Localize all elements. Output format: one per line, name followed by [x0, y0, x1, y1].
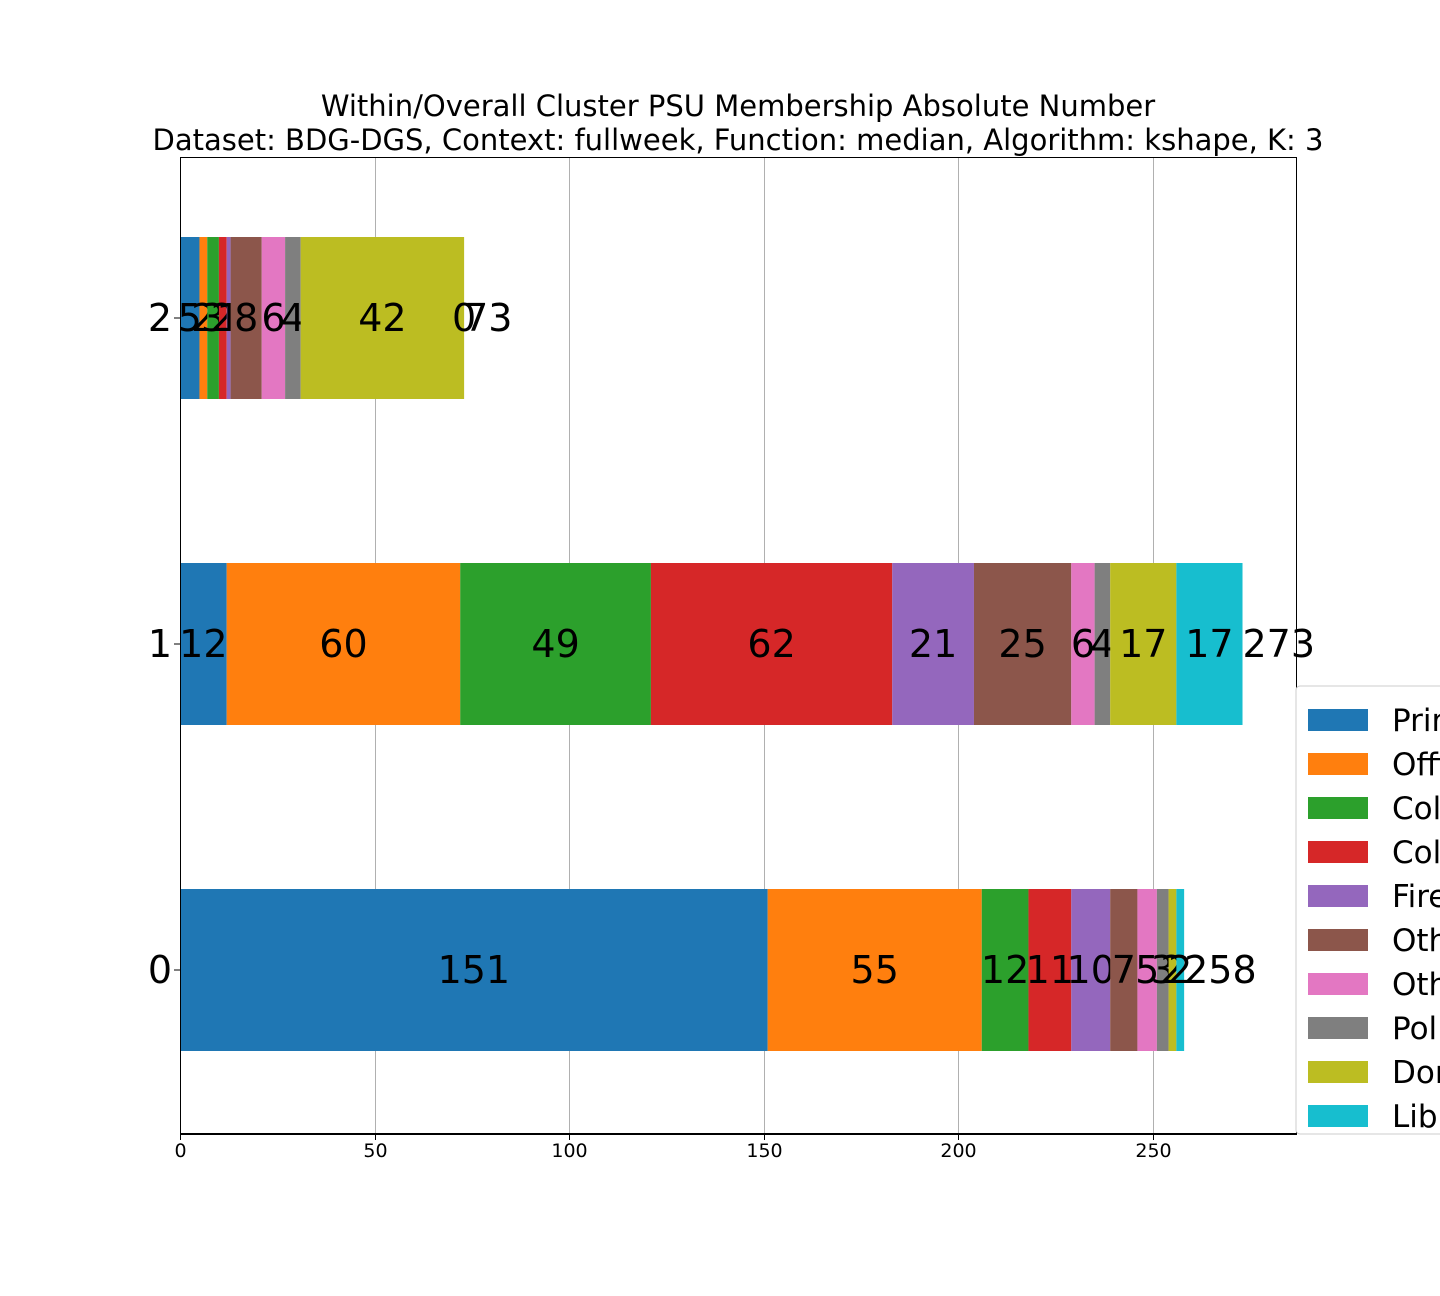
legend-label: Oth [1392, 967, 1440, 1003]
bar-segment [892, 563, 974, 725]
x-tick-label: 100 [551, 1140, 587, 1162]
bar-segment [1137, 889, 1157, 1051]
bar-segment [767, 889, 982, 1051]
legend-swatch [1308, 1105, 1368, 1127]
bar-value-label: 25 [998, 622, 1046, 666]
chart-subtitle: Dataset: BDG-DGS, Context: fullweek, Fun… [153, 123, 1324, 157]
bar-total-label: 273 [1243, 622, 1316, 666]
bar-value-label: 151 [438, 948, 511, 992]
legend: Prim Offi Col Col Fire Oth Oth Poli Dor Libr [1295, 685, 1440, 1135]
bar-segment [230, 237, 262, 399]
x-tick-label: 250 [1135, 1140, 1171, 1162]
bar-segment [300, 237, 465, 399]
bar-segment [1094, 563, 1111, 725]
legend-swatch [1308, 709, 1368, 731]
bar-value-label: 5 [178, 296, 202, 340]
x-tick-label: 200 [940, 1140, 976, 1162]
x-tick-label: 0 [174, 1140, 186, 1162]
bar-value-label: 17 [1119, 622, 1167, 666]
legend-label: Libr [1392, 1099, 1440, 1135]
bar-value-label: 7 [1112, 948, 1136, 992]
bar-segment [226, 563, 461, 725]
legend-swatch [1308, 797, 1368, 819]
bar-segment [199, 237, 208, 399]
bar-segment [1156, 889, 1169, 1051]
bar-value-label: 10 [1067, 948, 1115, 992]
y-tick-label: 0 [148, 948, 172, 992]
bar-segment [1071, 563, 1095, 725]
bar-value-label: 8 [234, 296, 258, 340]
legend-label: Col [1392, 791, 1440, 827]
legend-label: Offi [1392, 747, 1440, 783]
bar-segment [207, 237, 219, 399]
bar-value-label: 21 [909, 622, 957, 666]
bar-segment [180, 237, 200, 399]
legend-swatch [1308, 973, 1368, 995]
bar-value-label: 12 [179, 622, 227, 666]
x-tick-label: 50 [363, 1140, 387, 1162]
bar-value-label: 6 [261, 296, 285, 340]
legend-label: Col [1392, 835, 1440, 871]
bar-value-label: 2 [1168, 948, 1192, 992]
legend-label: Prim [1392, 703, 1440, 739]
legend-swatch [1308, 1017, 1368, 1039]
y-tick-label: 1 [148, 622, 172, 666]
bar-segment [650, 563, 893, 725]
legend-swatch [1308, 753, 1368, 775]
bar-value-label: 62 [747, 622, 795, 666]
legend-label: Poli [1392, 1011, 1440, 1047]
legend-swatch [1308, 885, 1368, 907]
legend-swatch [1308, 929, 1368, 951]
bar-value-label: 0 [452, 296, 476, 340]
bar-value-label: 12 [981, 948, 1029, 992]
bar-value-label: 6 [1071, 622, 1095, 666]
bar-segment [973, 563, 1072, 725]
legend-label: Fire [1392, 879, 1440, 915]
chart-title: Within/Overall Cluster PSU Membership Ab… [321, 89, 1155, 123]
legend-label: Dor [1392, 1055, 1440, 1091]
bar-value-label: 60 [319, 622, 367, 666]
bar-value-label: 11 [1026, 948, 1074, 992]
bar-segment [218, 237, 227, 399]
bar-value-label: 17 [1185, 622, 1233, 666]
bar-segment [285, 237, 301, 399]
bar-value-label: 49 [531, 622, 579, 666]
legend-label: Oth [1392, 923, 1440, 959]
bar-segment [1028, 889, 1072, 1051]
bar-value-label: 55 [851, 948, 899, 992]
bar-segment [180, 563, 227, 725]
bar-segment [1176, 889, 1185, 1051]
bar-segment [180, 889, 768, 1051]
bar-segment [1168, 889, 1177, 1051]
bar-segment [981, 889, 1029, 1051]
legend-swatch [1308, 841, 1368, 863]
bar-segment [1110, 889, 1138, 1051]
legend-swatch [1308, 1061, 1368, 1083]
bar-value-label: 42 [358, 296, 406, 340]
bar-total-label: 258 [1184, 948, 1257, 992]
bar-total-label: 73 [464, 296, 512, 340]
bar-segment [1110, 563, 1177, 725]
y-tick-label: 2 [148, 296, 172, 340]
bar-value-label: 5 [1135, 948, 1159, 992]
x-tick-label: 150 [746, 1140, 782, 1162]
bar-segment [261, 237, 286, 399]
bar-segment [226, 237, 231, 399]
bar-segment [460, 563, 651, 725]
bar-segment [1071, 889, 1111, 1051]
bar-segment [1176, 563, 1243, 725]
